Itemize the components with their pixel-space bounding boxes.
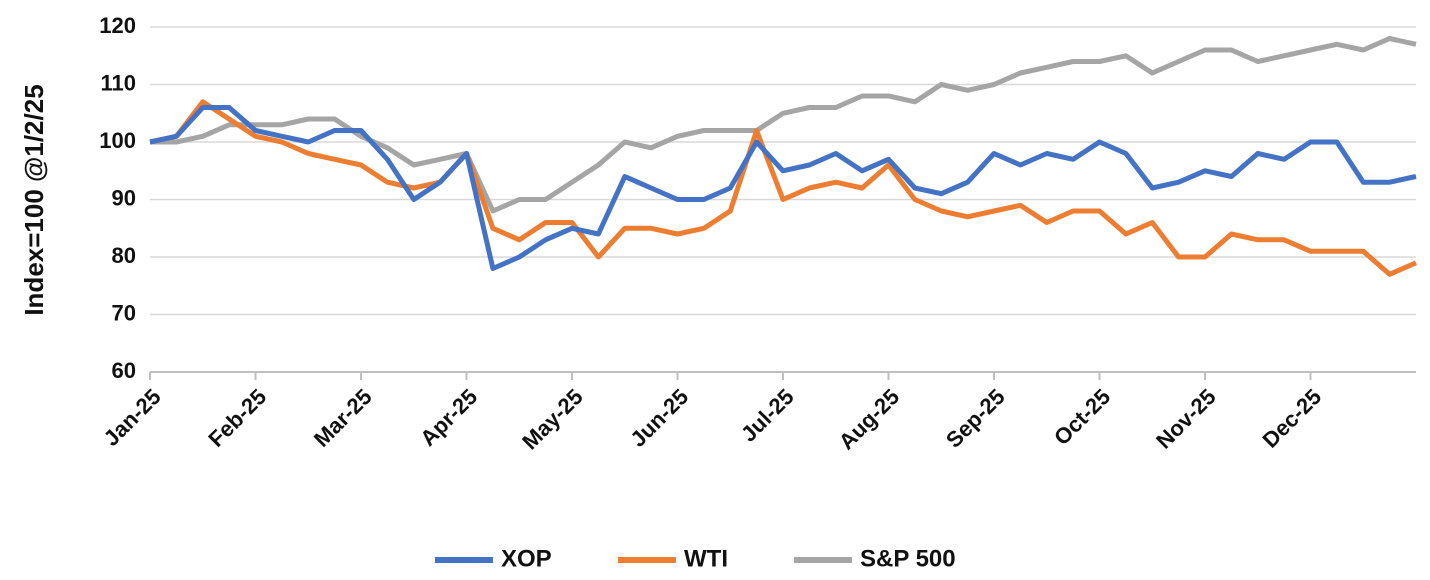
x-tick-label: Dec-25 <box>1257 384 1326 453</box>
x-tick-label: Oct-25 <box>1049 384 1115 450</box>
x-tick-label: Jul-25 <box>736 384 799 447</box>
y-tick-label: 60 <box>112 358 136 383</box>
y-axis-label: Index=100 @1/2/25 <box>19 84 49 315</box>
y-tick-label: 100 <box>99 128 136 153</box>
x-tick-label: Jun-25 <box>625 384 693 452</box>
x-tick-label: Aug-25 <box>834 384 904 454</box>
legend-label: S&P 500 <box>860 545 956 572</box>
x-tick-label: May-25 <box>517 384 587 454</box>
series-line <box>150 36 1417 214</box>
x-tick-label: Jan-25 <box>99 384 166 451</box>
x-tick-label: Sep-25 <box>941 384 1010 453</box>
x-tick-label: Mar-25 <box>309 384 377 452</box>
y-tick-label: 80 <box>112 243 136 268</box>
y-tick-label: 120 <box>99 13 136 38</box>
series-line <box>149 99 1417 277</box>
series-line <box>149 105 1417 271</box>
y-tick-label: 110 <box>101 70 137 95</box>
y-tick-label: 70 <box>112 300 136 325</box>
legend-label: WTI <box>684 545 728 572</box>
y-tick-label: 90 <box>112 185 136 210</box>
x-tick-label: Nov-25 <box>1151 384 1221 454</box>
legend-label: XOP <box>501 545 552 572</box>
x-tick-label: Apr-25 <box>415 384 482 451</box>
x-tick-label: Feb-25 <box>203 384 271 452</box>
